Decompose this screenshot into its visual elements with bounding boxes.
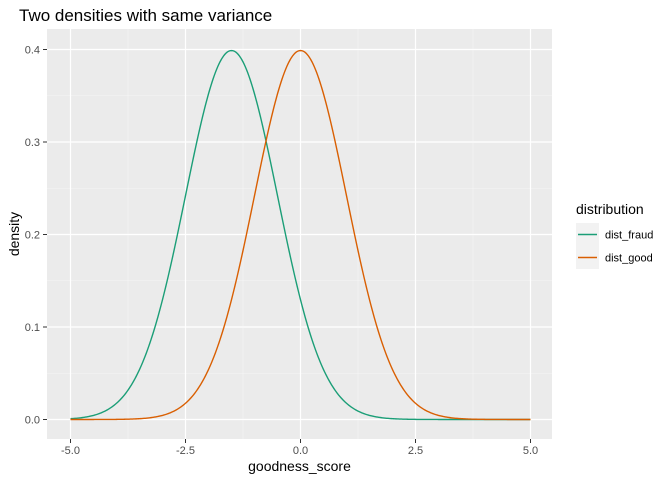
x-tick-label: 2.5	[408, 445, 423, 457]
y-tick-label: 0.1	[25, 322, 40, 334]
legend-label: dist_good	[605, 253, 653, 265]
y-tick-label: 0.0	[25, 415, 40, 427]
series-line-dist_good	[70, 49, 531, 421]
x-tick-label: -2.5	[176, 445, 195, 457]
x-tick-label: 5.0	[523, 445, 538, 457]
y-tick-label: 0.2	[25, 230, 40, 242]
y-tick-label: 0.3	[25, 137, 40, 149]
legend: distribution dist_fraud dist_good	[576, 201, 653, 269]
x-tick-label: -5.0	[61, 445, 80, 457]
x-axis-label: goodness_score	[248, 458, 351, 474]
x-tick-label: 0.0	[293, 445, 308, 457]
chart-title: Two densities with same variance	[19, 6, 272, 25]
y-axis-label: density	[6, 212, 22, 256]
y-tick-label: 0.4	[25, 45, 40, 57]
series-lines	[70, 49, 531, 421]
y-axis: 0.0 0.1 0.2 0.3 0.4	[25, 45, 47, 427]
legend-label: dist_fraud	[605, 230, 653, 242]
x-axis: -5.0 -2.5 0.0 2.5 5.0	[61, 439, 538, 457]
grid-major	[47, 29, 552, 439]
legend-keys: dist_fraud dist_good	[576, 223, 653, 269]
series-line-dist_fraud	[70, 49, 531, 421]
legend-title: distribution	[576, 201, 644, 217]
